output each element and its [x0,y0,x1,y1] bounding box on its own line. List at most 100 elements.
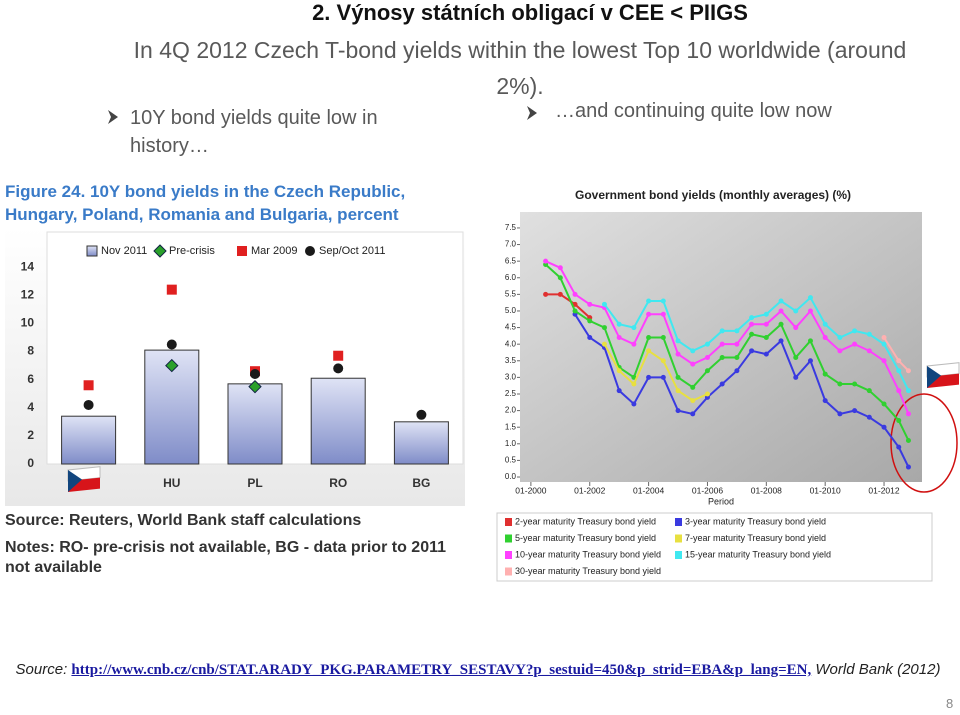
point [749,315,755,321]
point [660,298,666,304]
y-tick-label: 5.5 [505,289,517,298]
point [719,354,725,360]
y-tick-label: 4.0 [505,339,517,348]
x-tick-label: BG [412,476,430,490]
point [631,401,637,407]
point [734,341,740,347]
point [587,318,593,324]
bullet-arrow [527,106,537,120]
y-tick-label: 10 [21,316,35,330]
x-tick-label: 01-2010 [810,485,841,495]
point [881,341,887,347]
point [749,321,755,327]
point [778,338,784,344]
legend-label: Pre-crisis [169,245,215,257]
point [631,341,637,347]
marker [248,379,262,394]
legend-label: 5-year maturity Treasury bond yield [515,533,656,543]
point [807,295,813,301]
series-line [545,293,591,319]
point [822,371,828,377]
y-tick-label: 0 [27,456,34,470]
point [616,335,622,341]
y-tick-label: 3.5 [505,356,517,365]
x-tick-label: 01-2004 [633,485,664,495]
point [852,381,858,387]
y-tick-label: 4.5 [505,323,517,332]
legend-marker [153,244,167,258]
source-label: Source: [15,661,68,678]
point [734,368,740,374]
point [557,265,563,271]
czech-flag [926,362,960,388]
point [719,381,725,387]
point [822,398,828,404]
point [719,341,725,347]
point [749,331,755,337]
bullet-text: …and continuing quite low now [555,100,832,122]
y-tick-label: 6.0 [505,273,517,282]
point [646,374,652,380]
point [572,291,578,297]
x-tick-label: PL [247,476,262,490]
marker [83,399,94,410]
left-source: Source: Reuters, World Bank staff calcul… [5,512,362,529]
point [646,335,652,341]
point [587,301,593,307]
point [690,398,696,404]
point [690,348,696,354]
point [837,335,843,341]
point [646,298,652,304]
point [793,308,799,314]
point [905,437,911,443]
point [793,374,799,380]
marker [165,358,179,373]
point [719,328,725,334]
point [660,311,666,317]
legend-label: 3-year maturity Treasury bond yield [685,516,826,526]
y-tick-label: 0.0 [505,472,517,481]
point [660,374,666,380]
point [763,335,769,341]
point [587,335,593,341]
point [543,258,549,264]
legend-marker [86,245,98,257]
y-tick-label: 2.0 [505,406,517,415]
point [763,311,769,317]
point [690,361,696,367]
legend-label: 7-year maturity Treasury bond yield [685,533,826,543]
point [837,348,843,354]
point [881,358,887,364]
legend-label: Mar 2009 [251,245,297,257]
source-link[interactable]: http://www.cnb.cz/cnb/STAT.ARADY_PKG.PAR… [71,662,812,678]
point [866,348,872,354]
y-tick-label: 0.5 [505,456,517,465]
highlight-ellipse [890,393,958,493]
source-rest: World Bank (2012) [815,661,941,678]
x-tick-label: 01-2012 [868,485,899,495]
point [749,348,755,354]
point [646,348,652,354]
point [675,408,681,414]
slide-subtitle: In 4Q 2012 Czech T-bond yields within th… [133,37,907,99]
point [866,331,872,337]
point [905,411,911,417]
czech-flag [67,466,101,492]
point [837,411,843,417]
y-tick-label: 8 [27,344,34,358]
point [543,291,549,297]
point [822,321,828,327]
y-tick-label: 7.5 [505,223,517,232]
point [866,388,872,394]
legend-swatch [675,518,682,526]
slide-title: 2. Výnosy státních obligací v CEE < PIIG… [312,0,748,25]
point [734,354,740,360]
point [601,341,607,347]
marker [416,409,427,420]
figure-title: Figure 24. 10Y bond yields in the Czech … [5,182,406,224]
point [616,388,622,394]
marker [333,363,344,374]
point [601,301,607,307]
point [616,368,622,374]
